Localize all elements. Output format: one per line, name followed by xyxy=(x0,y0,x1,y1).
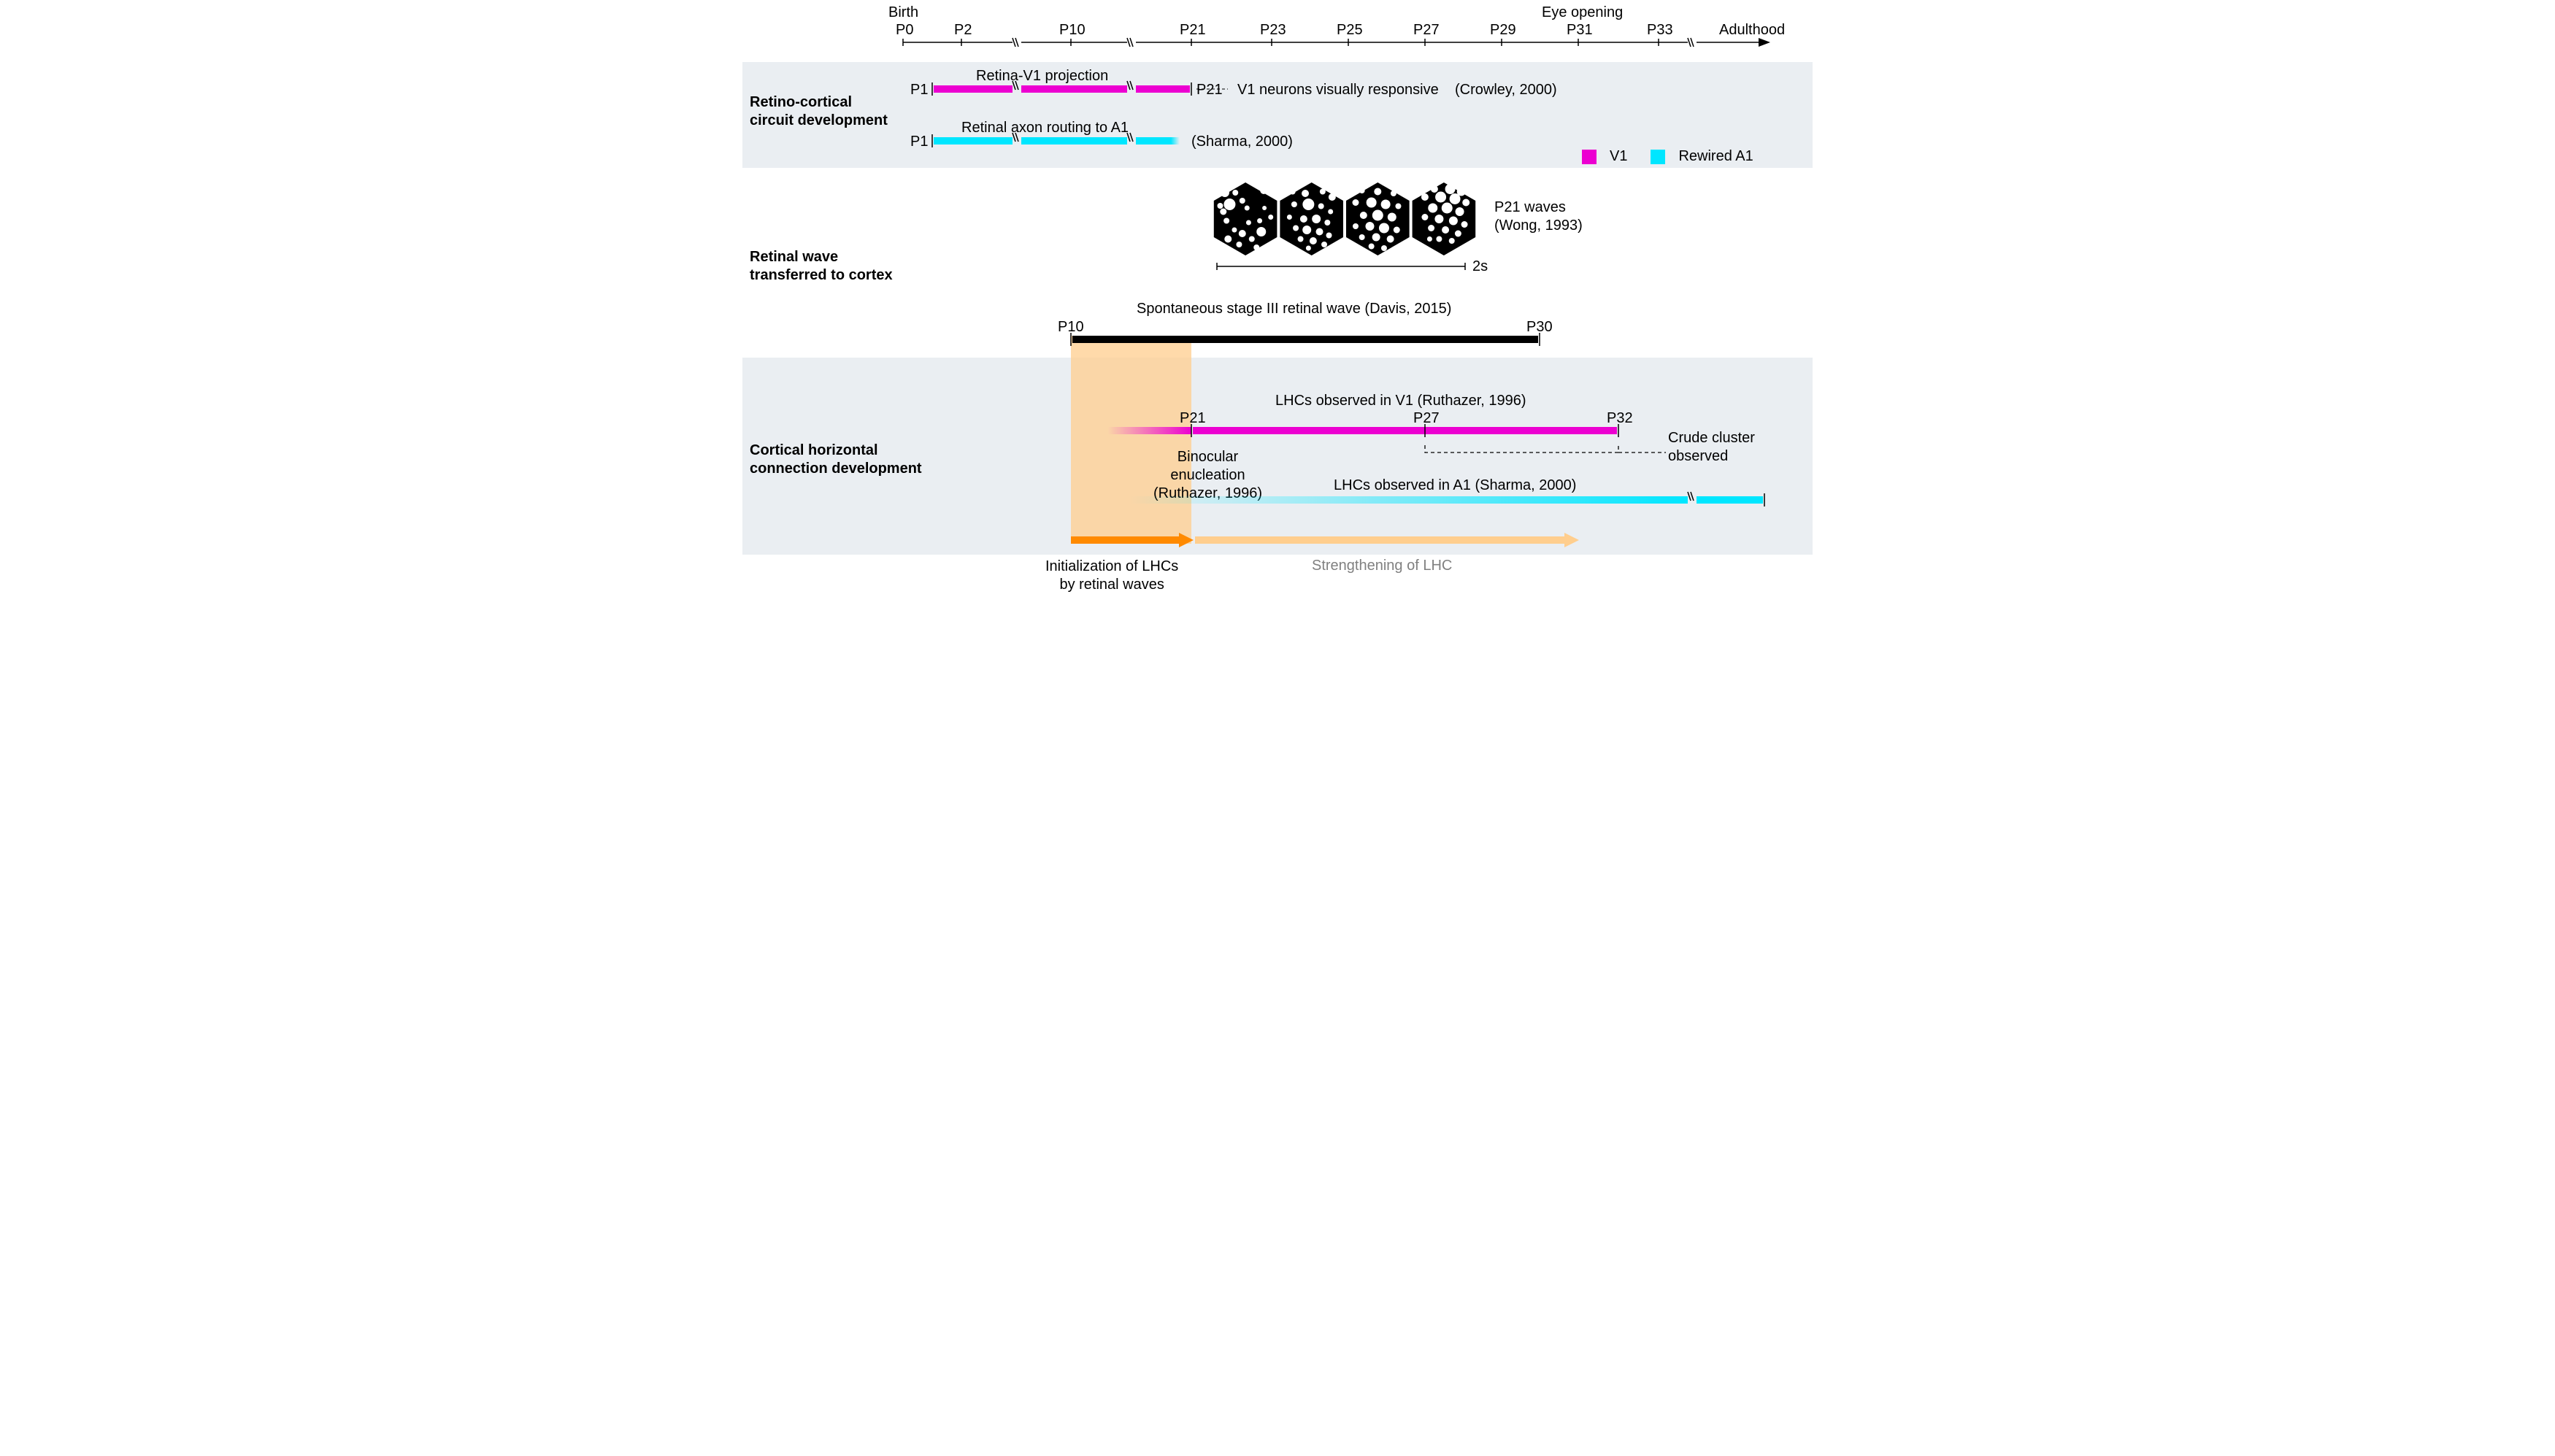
strength-arrow-label: Strengthening of LHC xyxy=(1312,558,1452,574)
bottom-arrows xyxy=(742,0,1813,584)
init-arrow-label: Initialization of LHCs by retinal waves xyxy=(1045,558,1178,594)
figure-canvas: Birth Eye opening P0 P2 P10 P21 P23 P25 … xyxy=(742,0,1813,609)
